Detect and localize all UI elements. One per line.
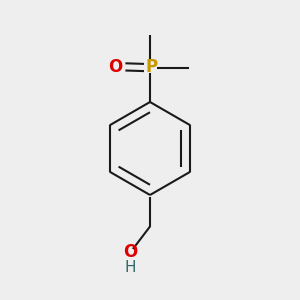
Text: P: P [146,58,158,76]
Text: O: O [123,243,137,261]
Text: H: H [124,260,136,275]
Text: O: O [108,58,122,76]
